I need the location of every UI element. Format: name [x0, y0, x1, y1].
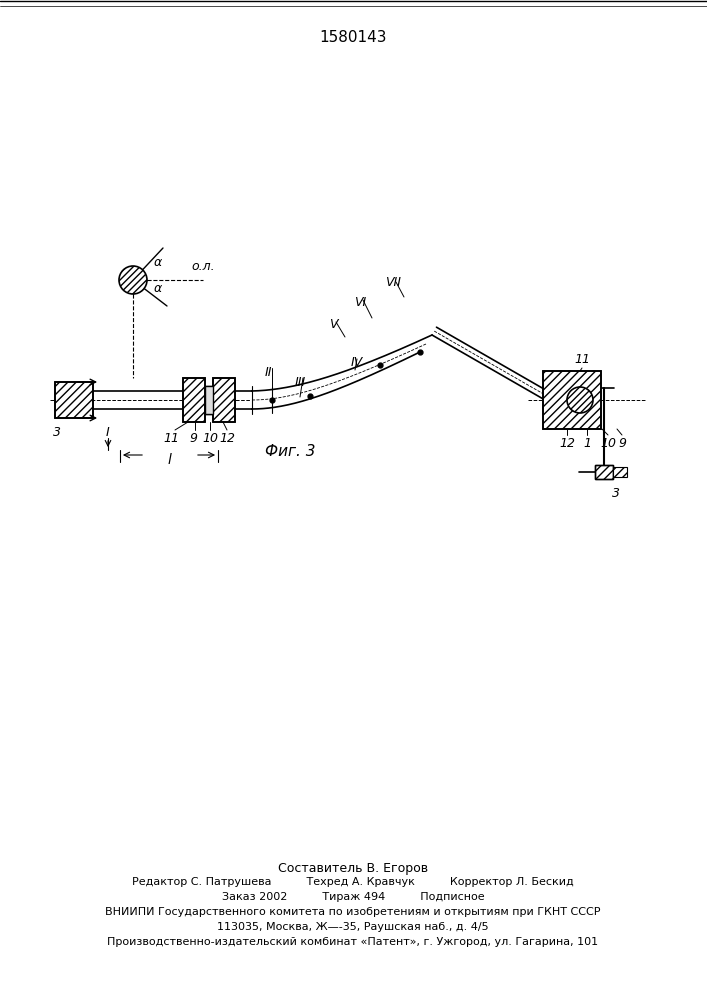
Text: VI: VI [354, 296, 366, 308]
Text: 12: 12 [219, 432, 235, 445]
Text: 3: 3 [612, 487, 620, 500]
Text: 9: 9 [189, 432, 197, 445]
Text: 1: 1 [583, 437, 591, 450]
Text: $\alpha$: $\alpha$ [153, 255, 163, 268]
Text: $I$: $I$ [105, 426, 111, 438]
Text: Производственно-издательский комбинат «Патент», г. Ужгород, ул. Гагарина, 101: Производственно-издательский комбинат «П… [107, 937, 599, 947]
Text: Составитель В. Егоров: Составитель В. Егоров [278, 862, 428, 875]
Bar [213, 378, 235, 422]
Text: 12: 12 [559, 437, 575, 450]
Text: VII: VII [385, 275, 401, 288]
Text: 10: 10 [600, 437, 616, 450]
Bar [213, 378, 235, 422]
Bar [183, 378, 205, 422]
Text: $l$: $l$ [167, 452, 173, 468]
Bar [595, 465, 613, 479]
Text: 11: 11 [163, 432, 179, 445]
Text: II: II [264, 365, 271, 378]
Bar [543, 371, 601, 429]
Text: Заказ 2002          Тираж 494          Подписное: Заказ 2002 Тираж 494 Подписное [222, 892, 484, 902]
Bar [613, 467, 627, 477]
Text: IV: IV [351, 356, 363, 368]
Text: 10: 10 [202, 432, 218, 445]
Text: Редактор С. Патрушева          Техред А. Кравчук          Корректор Л. Бескид: Редактор С. Патрушева Техред А. Кравчук … [132, 877, 574, 887]
Text: V: V [329, 318, 337, 332]
Text: III: III [294, 375, 305, 388]
Text: Фиг. 3: Фиг. 3 [264, 444, 315, 460]
Text: 113035, Москва, Ж—-35, Раушская наб., д. 4/5: 113035, Москва, Ж—-35, Раушская наб., д.… [217, 922, 489, 932]
Text: о.л.: о.л. [191, 259, 215, 272]
Bar [595, 465, 613, 479]
Bar [55, 382, 93, 418]
Text: 11: 11 [574, 353, 590, 366]
Circle shape [567, 387, 593, 413]
Text: 1580143: 1580143 [320, 30, 387, 45]
Text: 9: 9 [618, 437, 626, 450]
Circle shape [119, 266, 147, 294]
Text: ВНИИПИ Государственного комитета по изобретениям и открытиям при ГКНТ СССР: ВНИИПИ Государственного комитета по изоб… [105, 907, 601, 917]
Bar [55, 382, 93, 418]
Bar [543, 371, 601, 429]
Text: $\alpha$: $\alpha$ [153, 282, 163, 294]
Text: 3: 3 [53, 426, 61, 439]
Bar [205, 386, 213, 414]
Bar [183, 378, 205, 422]
